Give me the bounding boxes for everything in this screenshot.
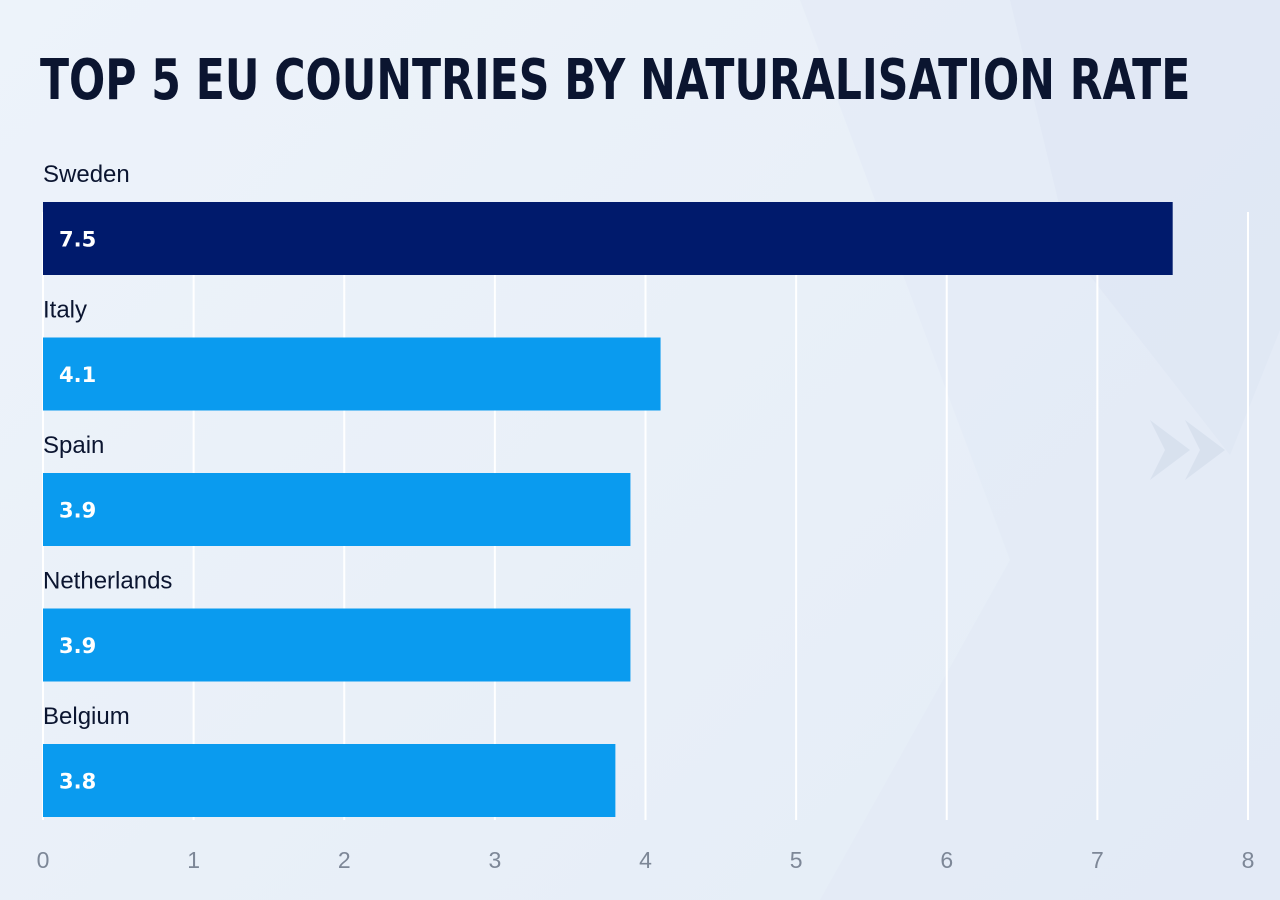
data-label: 7.5: [59, 228, 96, 252]
bar: [43, 744, 616, 817]
category-label: Sweden: [43, 161, 130, 188]
x-tick-label: 3: [488, 847, 501, 873]
x-tick-label: 6: [940, 847, 953, 873]
x-tick-label: 1: [187, 847, 200, 873]
chart-title: TOP 5 EU COUNTRIES BY NATURALISATION RAT…: [40, 48, 1191, 113]
x-tick-label: 4: [639, 847, 652, 873]
x-tick-label: 5: [790, 847, 803, 873]
x-tick-label: 0: [37, 847, 50, 873]
data-label: 3.9: [59, 499, 96, 523]
data-label: 4.1: [59, 363, 96, 387]
bar: [43, 337, 661, 411]
bar: [43, 473, 631, 546]
category-label: Netherlands: [43, 568, 172, 595]
bar: [43, 202, 1173, 275]
category-label: Italy: [43, 297, 87, 324]
category-label: Spain: [43, 432, 104, 459]
data-label: 3.9: [59, 634, 96, 658]
x-tick-label: 7: [1091, 847, 1104, 873]
data-label: 3.8: [59, 770, 96, 794]
category-label: Belgium: [43, 703, 130, 730]
x-tick-label: 8: [1242, 847, 1255, 873]
bar: [43, 608, 631, 682]
x-tick-label: 2: [338, 847, 351, 873]
